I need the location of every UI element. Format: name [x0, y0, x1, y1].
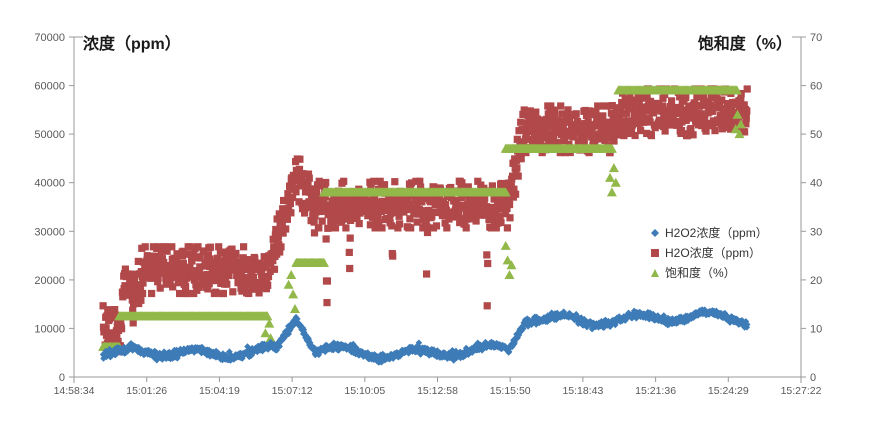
svg-text:饱和度（%）: 饱和度（%）	[665, 265, 736, 280]
svg-text:15:04:19: 15:04:19	[199, 385, 240, 397]
svg-text:30: 30	[810, 226, 822, 238]
svg-text:15:07:12: 15:07:12	[272, 385, 313, 397]
svg-text:50: 50	[810, 129, 822, 141]
svg-text:40: 40	[810, 178, 822, 190]
svg-text:H2O2浓度（ppm）: H2O2浓度（ppm）	[665, 225, 768, 240]
svg-text:20: 20	[810, 275, 822, 287]
svg-text:14:58:34: 14:58:34	[54, 385, 95, 397]
svg-text:15:10:05: 15:10:05	[344, 385, 385, 397]
svg-text:10: 10	[810, 323, 822, 335]
svg-text:70000: 70000	[34, 32, 65, 44]
svg-text:15:15:50: 15:15:50	[490, 385, 531, 397]
svg-text:15:12:58: 15:12:58	[417, 385, 458, 397]
svg-text:15:24:29: 15:24:29	[708, 385, 749, 397]
svg-text:饱和度（%）: 饱和度（%）	[698, 34, 792, 53]
svg-text:15:18:43: 15:18:43	[562, 385, 603, 397]
svg-text:15:21:36: 15:21:36	[635, 385, 676, 397]
svg-text:15:27:22: 15:27:22	[781, 385, 822, 397]
svg-text:30000: 30000	[34, 226, 65, 238]
svg-text:40000: 40000	[34, 178, 65, 190]
svg-text:0: 0	[810, 372, 816, 384]
svg-text:60: 60	[810, 81, 822, 93]
svg-text:15:01:26: 15:01:26	[126, 385, 167, 397]
svg-text:50000: 50000	[34, 129, 65, 141]
svg-text:20000: 20000	[34, 275, 65, 287]
svg-text:10000: 10000	[34, 323, 65, 335]
svg-text:浓度（ppm）: 浓度（ppm）	[83, 34, 181, 53]
svg-text:70: 70	[810, 32, 822, 44]
svg-text:0: 0	[59, 372, 65, 384]
svg-text:H2O浓度（ppm）: H2O浓度（ppm）	[665, 245, 761, 260]
svg-text:60000: 60000	[34, 81, 65, 93]
